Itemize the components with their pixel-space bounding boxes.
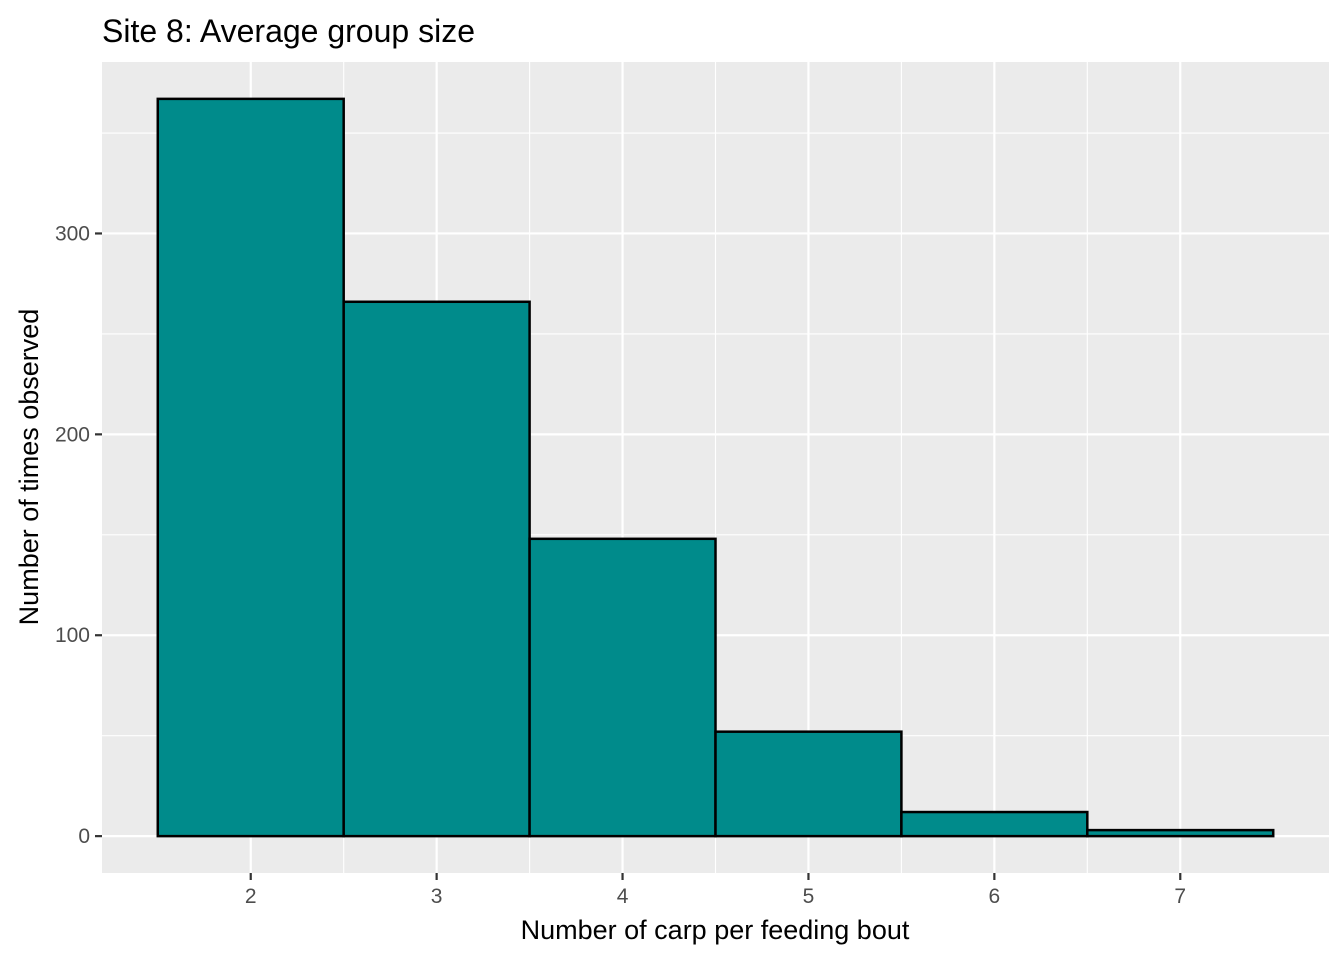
bar-4 xyxy=(528,537,717,838)
x-axis-title: Number of carp per feeding bout xyxy=(521,915,910,945)
x-tick-label: 2 xyxy=(245,885,257,908)
x-tick-label: 4 xyxy=(617,885,629,908)
x-tick-label: 7 xyxy=(1174,885,1186,908)
y-axis: 0 100 200 300 xyxy=(55,222,102,848)
y-tick-label: 300 xyxy=(55,222,90,245)
bar-5 xyxy=(714,730,903,838)
bar-3 xyxy=(342,300,531,838)
bars xyxy=(156,97,1275,838)
y-axis-title: Number of times observed xyxy=(14,309,44,626)
bar-6 xyxy=(900,810,1089,838)
y-tick-label: 200 xyxy=(55,423,90,446)
y-tick-label: 0 xyxy=(78,825,90,848)
x-tick-label: 6 xyxy=(989,885,1001,908)
x-tick-label: 5 xyxy=(803,885,815,908)
chart-title: Site 8: Average group size xyxy=(102,13,475,49)
y-tick-label: 100 xyxy=(55,624,90,647)
bar-7 xyxy=(1086,828,1275,838)
x-tick-label: 3 xyxy=(431,885,443,908)
bar-2 xyxy=(156,97,345,838)
x-axis: 2 3 4 5 6 7 xyxy=(245,873,1186,908)
